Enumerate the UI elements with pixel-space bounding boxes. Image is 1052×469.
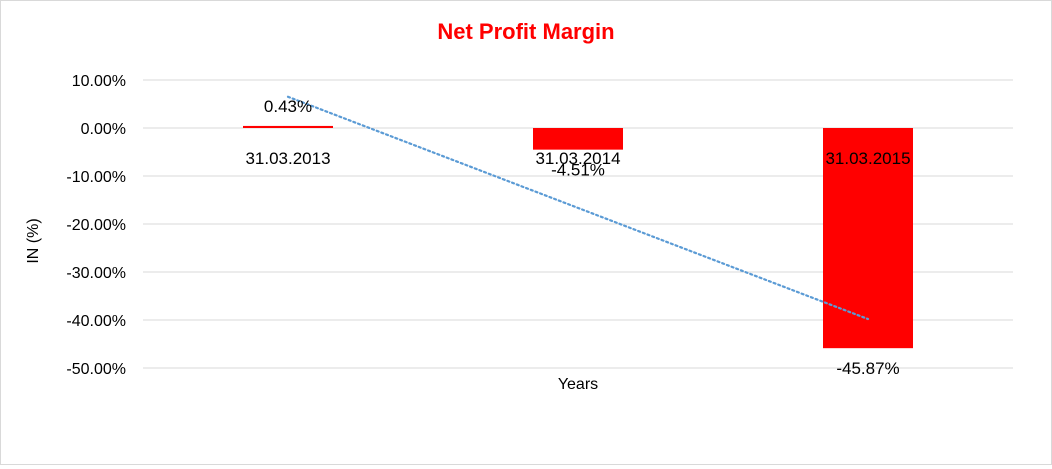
data-label: -45.87%: [836, 359, 899, 378]
data-label: 0.43%: [264, 97, 312, 116]
y-tick-label: -40.00%: [66, 313, 126, 330]
y-tick-label: -50.00%: [66, 361, 126, 378]
chart-title: Net Profit Margin: [437, 19, 614, 44]
data-labels: 0.43% -4.51% -45.87%: [264, 97, 900, 378]
x-axis-title: Years: [558, 376, 598, 393]
data-label: -4.51%: [551, 161, 605, 180]
y-tick-label: 10.00%: [72, 73, 126, 90]
y-tick-label: -20.00%: [66, 217, 126, 234]
y-tick-label: -10.00%: [66, 169, 126, 186]
trendline: [286, 95, 870, 321]
category-label: 31.03.2014: [535, 149, 620, 168]
y-axis-title: IN (%): [25, 218, 42, 263]
y-tick-label: 0.00%: [81, 121, 126, 138]
category-labels: 31.03.2013 31.03.2014 31.03.2015: [245, 149, 910, 168]
y-tick-label: -30.00%: [66, 265, 126, 282]
bar: [243, 125, 333, 128]
bar: [533, 128, 623, 150]
y-axis-ticks: 10.00% 0.00% -10.00% -20.00% -30.00% -40.00% -…: [66, 73, 126, 378]
category-label: 31.03.2015: [825, 149, 910, 168]
trendline-group: [286, 95, 870, 321]
bars: [243, 125, 913, 349]
category-label: 31.03.2013: [245, 149, 330, 168]
bar: [823, 128, 913, 349]
